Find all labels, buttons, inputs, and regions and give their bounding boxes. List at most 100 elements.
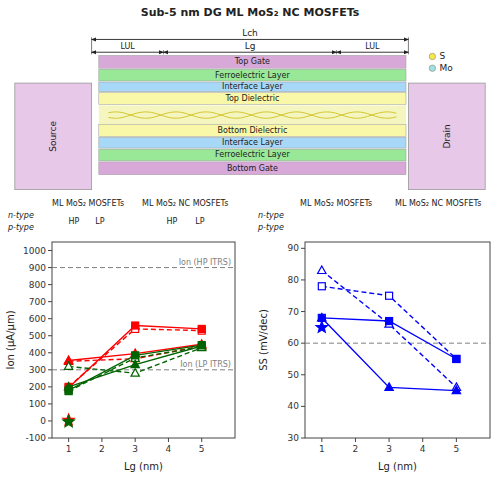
- y-tick: [301, 438, 305, 439]
- y-tick: [48, 318, 52, 319]
- mos2-chain: [108, 112, 396, 118]
- y-tick: [48, 438, 52, 439]
- reference-line-label: Ion (HP ITRS): [179, 258, 231, 267]
- plot-frame: [52, 242, 235, 438]
- y-tick: [48, 250, 52, 251]
- y-tick-label: 80: [288, 275, 300, 285]
- title: Sub-5 nm DG ML MoS₂ NC MOSFETs: [141, 6, 360, 19]
- layer-label: Top Gate: [234, 57, 270, 66]
- device-diagram: SourceDrainTop GateFerroelectric LayerIn…: [15, 28, 485, 189]
- data-point: [386, 292, 393, 299]
- gate-stack-layer: [99, 55, 406, 68]
- dimension-guide: [408, 37, 409, 54]
- y-tick: [301, 374, 305, 375]
- x-tick-label: 4: [420, 444, 426, 454]
- series-line: [69, 344, 202, 360]
- key-text: p-type: [257, 223, 284, 232]
- y-axis-label: Ion (μA/μm): [5, 310, 16, 369]
- gate-stack-layer: [99, 137, 406, 148]
- reference-line: [52, 267, 235, 268]
- gate-stack-layer: [99, 82, 406, 92]
- key-text: ML MoS₂ MOSFETs: [52, 199, 124, 208]
- plot-frame: [305, 242, 490, 438]
- atom-key-label: Mo: [439, 63, 453, 73]
- x-tick-label: 2: [353, 444, 359, 454]
- x-tick-label: 3: [132, 444, 138, 454]
- data-point: [64, 362, 72, 370]
- plot: 12345-1000100200300400500600700800900100…: [5, 242, 235, 472]
- y-tick-label: 60: [288, 338, 300, 348]
- layer-label: Top Dielectric: [224, 94, 279, 103]
- atom-key-dot: [429, 53, 435, 59]
- key-text: LP: [195, 217, 204, 226]
- dimension-arrow: [164, 52, 337, 53]
- plot-data: [305, 266, 490, 394]
- layer-label: Interface Layer: [222, 82, 283, 91]
- dimension-arrow: [92, 52, 164, 53]
- data-point: [453, 355, 460, 362]
- key-text: n-type: [258, 211, 284, 220]
- y-tick-label: 300: [29, 365, 46, 375]
- key-text: ML MoS₂ NC MOSFETs: [395, 199, 481, 208]
- gate-stack-layer: [99, 149, 406, 161]
- data-point: [132, 322, 139, 329]
- x-tick: [355, 438, 356, 442]
- x-tick: [135, 438, 136, 442]
- key-text: LP: [95, 217, 104, 226]
- channel-band: [99, 105, 406, 124]
- dimension-label: LUL: [365, 42, 380, 51]
- atom-key-dot: [429, 65, 435, 71]
- plot-labels: Ion (HP ITRS)Ion (LP ITRS): [179, 258, 231, 369]
- gate-stack-layer: [99, 125, 406, 137]
- x-tick: [201, 438, 202, 442]
- layer-label: Interface Layer: [222, 138, 283, 147]
- y-tick: [48, 284, 52, 285]
- y-tick-label: 400: [29, 348, 46, 358]
- data-point: [385, 383, 393, 391]
- y-tick-label: 0: [40, 416, 46, 426]
- key-text: ML MoS₂ MOSFETs: [300, 199, 372, 208]
- contact-box: [15, 83, 92, 190]
- key-text: n-type: [8, 211, 34, 220]
- data-point: [452, 386, 460, 394]
- series-line: [322, 318, 457, 391]
- y-tick: [48, 335, 52, 336]
- data-point: [65, 383, 72, 390]
- x-axis-label: Lg (nm): [124, 461, 163, 472]
- data-point: [198, 342, 206, 350]
- key-text: HP: [69, 217, 80, 226]
- y-tick: [48, 301, 52, 302]
- dimension-arrow: [92, 39, 409, 40]
- figure: Sub-5 nm DG ML MoS₂ NC MOSFETs SourceDrai…: [0, 0, 500, 486]
- y-tick: [301, 406, 305, 407]
- y-tick-label: 100: [29, 399, 46, 409]
- series-line: [322, 286, 457, 359]
- x-tick: [101, 438, 102, 442]
- data-point: [64, 382, 72, 390]
- y-tick-label: 50: [288, 370, 300, 380]
- dimension-label: Lg: [245, 41, 256, 51]
- x-tick: [321, 438, 322, 442]
- y-tick-label: 40: [288, 401, 300, 411]
- y-tick-label: 900: [29, 263, 46, 273]
- y-tick: [48, 369, 52, 370]
- series-line: [322, 271, 457, 388]
- atom-key-label: S: [439, 51, 445, 61]
- data-point: [453, 355, 460, 362]
- x-tick-label: 1: [66, 444, 72, 454]
- key-text: ML MoS₂ NC MOSFETs: [142, 199, 228, 208]
- y-tick-label: 70: [288, 307, 300, 317]
- series-line: [69, 329, 202, 387]
- x-axis-label: Lg (nm): [378, 461, 417, 472]
- x-tick: [389, 438, 390, 442]
- plot: 1234530405060708090Lg (nm)SS (mV/dec): [258, 242, 490, 472]
- x-tick: [68, 438, 69, 442]
- y-tick-label: -100: [26, 433, 47, 443]
- y-tick: [48, 267, 52, 268]
- series-line: [69, 347, 202, 391]
- y-tick-label: 700: [29, 297, 46, 307]
- y-tick-label: 800: [29, 280, 46, 290]
- y-tick-label: 600: [29, 314, 46, 324]
- y-tick-label: 1000: [23, 246, 46, 256]
- x-tick-label: 2: [99, 444, 105, 454]
